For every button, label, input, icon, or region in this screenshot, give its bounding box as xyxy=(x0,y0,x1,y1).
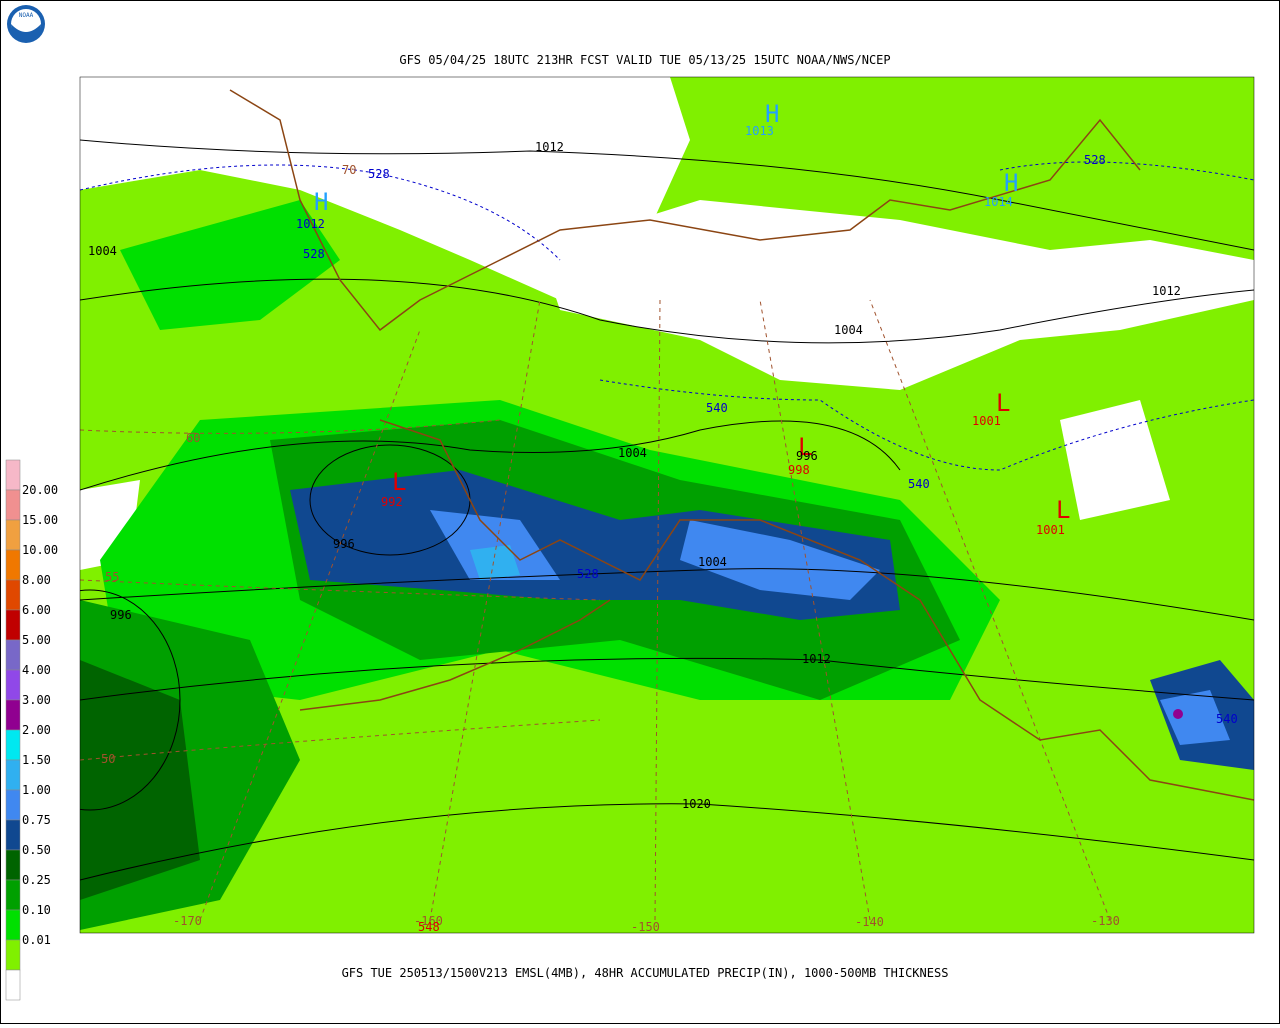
map-label: 992 xyxy=(381,495,403,509)
map-label: 998 xyxy=(788,463,810,477)
legend-swatch xyxy=(5,579,21,611)
legend-label: 10.00 xyxy=(22,543,58,557)
map-label: 528 xyxy=(368,167,390,181)
legend: 20.00 15.00 10.00 8.00 6.00 5.00 4.00 3.00 2.00 1… xyxy=(5,459,58,1001)
legend-label: 6.00 xyxy=(22,603,51,617)
legend-swatch xyxy=(5,759,21,791)
map-label: -150 xyxy=(631,920,660,934)
legend-swatch xyxy=(5,549,21,581)
legend-label: 0.25 xyxy=(22,873,51,887)
legend-swatch xyxy=(5,969,21,1001)
map-label: -160 xyxy=(414,914,443,928)
map-label: -140 xyxy=(855,915,884,929)
legend-swatch xyxy=(5,519,21,551)
map-label: L xyxy=(996,389,1010,417)
map-label: 70 xyxy=(342,163,356,177)
map-labels: 10125287010041012528HH1013H1014528101210… xyxy=(88,100,1238,934)
map-label: 996 xyxy=(796,449,818,463)
legend-swatch xyxy=(5,879,21,911)
map-area xyxy=(79,76,1255,934)
map-label: 1020 xyxy=(682,797,711,811)
legend-label: 15.00 xyxy=(22,513,58,527)
legend-swatch xyxy=(5,849,21,881)
legend-label: 8.00 xyxy=(22,573,51,587)
map-label: 528 xyxy=(1084,153,1106,167)
footer-caption: GFS TUE 250513/1500V213 EMSL(4MB), 48HR … xyxy=(342,966,949,980)
legend-swatch xyxy=(5,729,21,761)
legend-label: 0.01 xyxy=(22,933,51,947)
legend-label: 0.50 xyxy=(22,843,51,857)
legend-swatch xyxy=(5,489,21,521)
map-label: 528 xyxy=(577,567,599,581)
map-label: L xyxy=(1056,496,1070,524)
map-label: H xyxy=(314,188,328,216)
map-label: 1004 xyxy=(698,555,727,569)
map-label: 1013 xyxy=(745,124,774,138)
legend-label: 3.00 xyxy=(22,693,51,707)
map-label: H xyxy=(765,100,779,128)
map-label: 540 xyxy=(908,477,930,491)
legend-label: 5.00 xyxy=(22,633,51,647)
map-label: 1004 xyxy=(834,323,863,337)
legend-swatch xyxy=(5,789,21,821)
map-label: 1012 xyxy=(535,140,564,154)
legend-swatch xyxy=(5,609,21,641)
legend-label: 1.50 xyxy=(22,753,51,767)
header-title: GFS 05/04/25 18UTC 213HR FCST VALID TUE … xyxy=(399,53,890,67)
legend-label: 0.10 xyxy=(22,903,51,917)
legend-swatch xyxy=(5,819,21,851)
map-label: 55 xyxy=(105,570,119,584)
map-label: 1012 xyxy=(296,217,325,231)
map-label: L xyxy=(392,468,406,496)
map-label: 1004 xyxy=(618,446,647,460)
legend-label: 20.00 xyxy=(22,483,58,497)
legend-label: 4.00 xyxy=(22,663,51,677)
map-label: 1001 xyxy=(1036,523,1065,537)
map-label: 1012 xyxy=(802,652,831,666)
map-label: 540 xyxy=(1216,712,1238,726)
map-label: H xyxy=(1004,169,1018,197)
map-label: 548 xyxy=(418,920,440,934)
map-label: -130 xyxy=(1091,914,1120,928)
map-label: L xyxy=(798,433,812,461)
map-label: -170 xyxy=(173,914,202,928)
legend-swatch xyxy=(5,639,21,671)
legend-swatch xyxy=(5,699,21,731)
legend-label: 0.75 xyxy=(22,813,51,827)
map-label: 540 xyxy=(706,401,728,415)
map-label: 50 xyxy=(101,752,115,766)
legend-swatch xyxy=(5,939,21,971)
legend-swatch xyxy=(5,459,21,491)
logo-text: NOAA xyxy=(19,12,34,19)
map-label: 1014 xyxy=(984,195,1013,209)
legend-swatch xyxy=(5,669,21,701)
noaa-logo: NOAA xyxy=(7,5,45,43)
map-label: 1004 xyxy=(88,244,117,258)
map-label: 996 xyxy=(110,608,132,622)
legend-swatch xyxy=(5,909,21,941)
legend-label: 1.00 xyxy=(22,783,51,797)
map-label: 528 xyxy=(303,247,325,261)
map-label: 60 xyxy=(186,431,200,445)
legend-label: 2.00 xyxy=(22,723,51,737)
map-label: 1012 xyxy=(1152,284,1181,298)
map-label: 996 xyxy=(333,537,355,551)
map-label: 1001 xyxy=(972,414,1001,428)
